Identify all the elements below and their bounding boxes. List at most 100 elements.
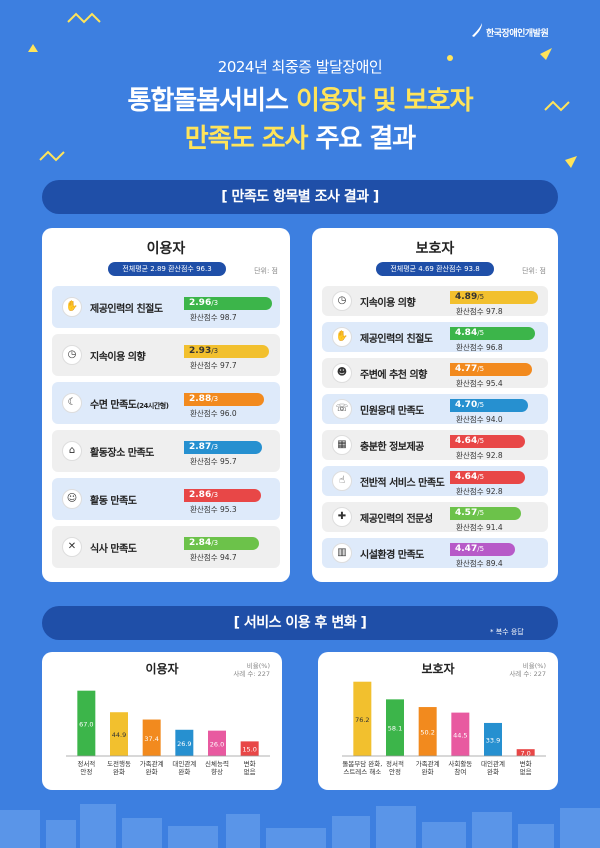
category-label: 도전행동 (107, 759, 131, 768)
converted-score: 환산점수 98.7 (190, 313, 237, 322)
score-value: 4.57/5 (455, 508, 485, 518)
chart-bar (175, 729, 194, 756)
satisfaction-item: ◷ 지속이용 의향 2.93/3 환산점수 97.7 (52, 334, 280, 376)
converted-score: 환산점수 96.8 (456, 343, 503, 352)
item-label: 제공인력의 전문성 (360, 514, 433, 525)
category-label: 완화 (422, 768, 434, 776)
converted-score: 환산점수 94.7 (190, 553, 237, 562)
activity-person-icon: ☺ (62, 489, 82, 509)
users-satisfaction-panel: 이용자 전체평균 2.89 환산점수 96.3 단위: 점 ✋ 제공인력의 친절도… (42, 228, 290, 582)
satisfaction-item: ▥ 시설환경 만족도 4.47/5 환산점수 89.4 (322, 538, 548, 568)
score-bar (450, 507, 521, 520)
satisfaction-item: ☾ 수면 만족도(24시간형) 2.88/3 환산점수 96.0 (52, 382, 280, 424)
panel-title-users: 이용자 (146, 241, 186, 257)
converted-score: 환산점수 95.4 (456, 379, 503, 388)
city-skyline-decoration (0, 804, 600, 848)
score-value: 2.84/3 (189, 538, 219, 548)
page-subtitle: 2024년 최중증 발달장애인 (217, 58, 383, 76)
bar-value-label: 37.4 (144, 735, 158, 743)
bar-value-label: 7.0 (520, 750, 530, 758)
chart-title-users: 이용자 (145, 662, 179, 676)
satisfaction-item: ⌂ 활동장소 만족도 2.87/3 환산점수 95.7 (52, 430, 280, 472)
score-value: 4.64/5 (455, 436, 485, 446)
score-bar (184, 489, 262, 502)
category-label: 가족관계 (416, 759, 440, 768)
converted-score: 환산점수 94.0 (456, 415, 503, 424)
category-label: 완화 (178, 768, 190, 776)
category-label: 참여 (454, 767, 466, 776)
score-value: 2.88/3 (189, 394, 219, 404)
chart-notes-guardians: 비율(%) 사례 수: 227 (509, 662, 546, 678)
satisfaction-item: ✚ 제공인력의 전문성 4.57/5 환산점수 91.4 (322, 502, 548, 532)
page-title-line2: 만족도 조사 주요 결과 (184, 124, 416, 154)
score-bar (184, 345, 269, 358)
category-label: 변화 (520, 760, 532, 768)
brand-logo-icon (472, 23, 482, 37)
item-label: 민원응대 만족도 (360, 406, 424, 417)
category-label: 대인관계 (481, 759, 505, 768)
satisfaction-item: ☏ 민원응대 만족도 4.70/5 환산점수 94.0 (322, 394, 548, 424)
satisfaction-item: ✕ 식사 만족도 2.84/3 환산점수 94.7 (52, 526, 280, 568)
score-bar (184, 537, 260, 550)
page-title-line1: 통합돌봄서비스 이용자 및 보호자 (127, 86, 473, 116)
sleep-head-icon: ☾ (62, 393, 82, 413)
category-label: 완화 (113, 768, 125, 776)
recommend-people-icon: ☻ (332, 363, 352, 383)
unit-label: 단위: 점 (254, 267, 278, 275)
bar-value-label: 76.2 (355, 716, 369, 724)
score-value: 4.77/5 (455, 364, 485, 374)
chart-bar (451, 712, 470, 756)
category-label: 향상 (211, 767, 223, 776)
converted-score: 환산점수 97.7 (190, 361, 237, 370)
satisfaction-item: ✋ 제공인력의 친절도 4.84/5 환산점수 96.8 (322, 322, 548, 352)
converted-score: 환산점수 95.7 (190, 457, 237, 466)
converted-score: 환산점수 92.8 (456, 487, 503, 496)
chart-title-guardians: 보호자 (421, 662, 455, 676)
section-header-satisfaction: [ 만족도 항목별 조사 결과 ] (42, 180, 558, 214)
score-value: 2.86/3 (189, 490, 219, 500)
fork-spoon-icon: ✕ (62, 537, 82, 557)
chart-bar (484, 722, 502, 756)
guardians-satisfaction-panel: 보호자 전체평균 4.69 환산점수 93.8 단위: 점 ◷ 지속이용 의향 4.… (312, 228, 558, 582)
score-bar (450, 363, 532, 376)
item-label: 식사 만족도 (90, 544, 137, 555)
item-label: 전반적 서비스 만족도 (360, 478, 445, 489)
confetti-decoration (28, 12, 577, 168)
score-value: 2.93/3 (189, 346, 219, 356)
category-label: 정서적 (386, 759, 404, 768)
guardians-change-chart-panel: 보호자 비율(%) 사례 수: 227 76.2 돌봄부담 완화, 스트레스 해소 58… (318, 652, 558, 790)
chart-bar (418, 707, 437, 756)
satisfaction-item: ☺ 활동 만족도 2.86/3 환산점수 95.3 (52, 478, 280, 520)
converted-score: 환산점수 95.3 (190, 505, 237, 514)
person-hands-icon: ✋ (332, 327, 352, 347)
chart-bar (386, 699, 404, 756)
category-label: 가족관계 (140, 759, 164, 768)
item-label: 활동 만족도 (90, 496, 137, 507)
satisfaction-item: ✋ 제공인력의 친절도 2.96/3 환산점수 98.7 (52, 286, 280, 328)
hands-place-icon: ⌂ (62, 441, 82, 461)
score-value: 2.96/3 (189, 298, 219, 308)
score-bar (184, 393, 264, 406)
brand-name: 한국장애인개발원 (486, 29, 549, 39)
expert-staff-icon: ✚ (332, 507, 352, 527)
score-bar (450, 327, 536, 340)
score-value: 4.84/5 (455, 328, 485, 338)
converted-score: 환산점수 89.4 (456, 559, 503, 568)
bar-value-label: 58.1 (388, 725, 402, 733)
bar-value-label: 67.0 (79, 720, 93, 728)
score-value: 4.64/5 (455, 472, 485, 482)
users-average-pill: 전체평균 2.89 환산점수 96.3 (108, 262, 226, 276)
converted-score: 환산점수 92.8 (456, 451, 503, 460)
chart-bar (77, 690, 96, 756)
multiple-response-note: * 복수 응답 (490, 628, 524, 636)
presentation-icon: ▦ (332, 435, 352, 455)
satisfaction-item: ☝ 전반적 서비스 만족도 4.64/5 환산점수 92.8 (322, 466, 548, 496)
category-label: 사회활동 (448, 759, 472, 768)
building-icon: ▥ (332, 543, 352, 563)
person-hands-icon: ✋ (62, 297, 82, 317)
bar-value-label: 26.0 (210, 740, 224, 748)
category-label: 없음 (520, 768, 532, 776)
score-value: 4.47/5 (455, 544, 485, 554)
category-label: 안정 (80, 767, 92, 776)
